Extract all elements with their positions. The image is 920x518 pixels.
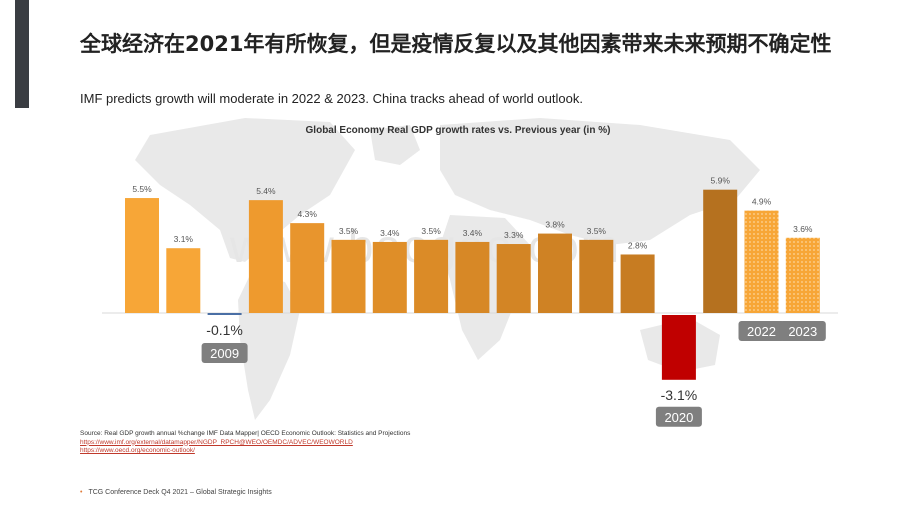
footer: • TCG Conference Deck Q4 2021 – Global St…: [80, 489, 272, 496]
value-label-7: 3.5%: [421, 226, 441, 236]
bars-group: 5.5% 3.1% -0.1% 2009 5.4% 4.3% 3.5% 3.4% 3.5% 3.4…: [125, 176, 826, 427]
value-label-14: 5.9%: [711, 176, 731, 186]
year-tag-label-2020: 2020: [664, 410, 693, 425]
source-block: Source: Real GDP growth annual %change I…: [80, 430, 410, 456]
bar-2: [207, 313, 242, 315]
bar-7: [414, 239, 449, 313]
value-label-2: -0.1%: [206, 322, 243, 338]
value-label-3: 5.4%: [256, 186, 276, 196]
bar-12: [620, 254, 655, 313]
year-tag-label-2022: 2022: [747, 324, 776, 339]
chart-title: Global Economy Real GDP growth rates vs.…: [306, 125, 611, 136]
bar-4: [290, 223, 325, 313]
year-tag-label-2009: 2009: [210, 346, 239, 361]
value-label-0: 5.5%: [132, 184, 152, 194]
value-label-15: 4.9%: [752, 197, 772, 207]
value-label-13: -3.1%: [661, 387, 698, 403]
bar-15: [744, 210, 779, 313]
value-label-4: 4.3%: [298, 209, 318, 219]
value-label-16: 3.6%: [793, 224, 813, 234]
bar-11: [579, 239, 614, 313]
source-text: Source: Real GDP growth annual %change I…: [80, 430, 411, 437]
slide-subtitle: IMF predicts growth will moderate in 202…: [80, 91, 583, 106]
bar-9: [496, 244, 531, 313]
source-link-oecd[interactable]: https://www.oecd.org/economic-outlook/: [80, 447, 195, 454]
bar-16: [785, 237, 820, 313]
value-label-1: 3.1%: [174, 234, 194, 244]
bar-14: [703, 189, 738, 313]
value-label-6: 3.4%: [380, 228, 400, 238]
bar-0: [125, 198, 159, 313]
value-label-12: 2.8%: [628, 240, 648, 250]
year-tag-label-2023: 2023: [788, 324, 817, 339]
year-tag-2020: [655, 406, 702, 427]
slide-title: 全球经济在2021年有所恢复，但是疫情反复以及其他因素带来未来预期不确定性: [80, 32, 832, 56]
value-label-9: 3.3%: [504, 230, 524, 240]
source-link-imf[interactable]: https://www.imf.org/external/datamapper/…: [80, 438, 353, 446]
bar-8: [455, 241, 490, 313]
accent-sidebar: [15, 0, 29, 108]
year-tag-2023: [779, 321, 826, 341]
value-label-11: 3.5%: [587, 226, 607, 236]
bar-5: [331, 239, 366, 313]
bar-1: [166, 248, 201, 313]
bar-13: [661, 315, 696, 380]
footer-bullet-icon: •: [80, 489, 83, 496]
bar-10: [538, 233, 572, 313]
value-label-8: 3.4%: [463, 228, 483, 238]
value-label-10: 3.8%: [545, 220, 565, 230]
year-tag-2022: [738, 321, 785, 341]
year-tag-2009: [201, 343, 248, 363]
bar-3: [248, 200, 283, 313]
footer-text: TCG Conference Deck Q4 2021 – Global Str…: [88, 489, 272, 496]
bar-6: [372, 241, 407, 313]
value-label-5: 3.5%: [339, 226, 359, 236]
